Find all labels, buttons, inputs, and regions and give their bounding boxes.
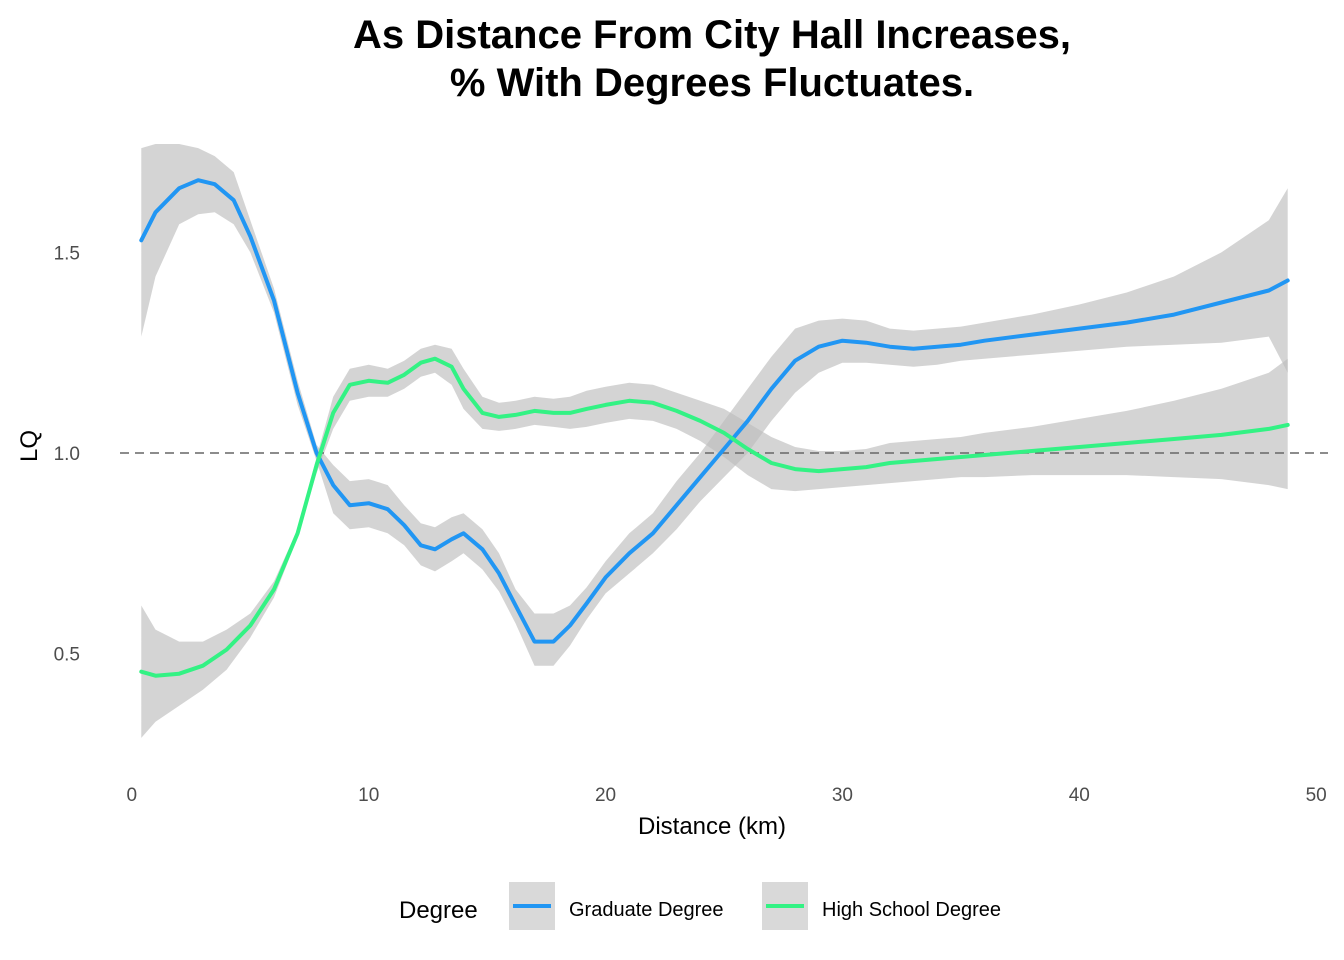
- series-line-high-school-degree: [139, 356, 1290, 678]
- x-tick-label: 40: [1069, 785, 1090, 806]
- legend-label-graduate-degree: Graduate Degree: [569, 899, 724, 921]
- x-tick-label: 30: [832, 785, 853, 806]
- x-axis-title: Distance (km): [638, 813, 786, 840]
- x-axis-ticks: 0 10 20 30 40 50: [127, 785, 1327, 806]
- y-axis-title: LQ: [16, 430, 43, 462]
- y-tick-label: 1.0: [54, 444, 80, 465]
- y-axis-ticks: 0.5 1.0 1.5: [54, 243, 80, 665]
- chart-title-line-2: % With Degrees Fluctuates.: [450, 61, 974, 105]
- x-tick-label: 0: [127, 785, 138, 806]
- plot-area: [120, 144, 1328, 738]
- y-tick-label: 1.5: [54, 243, 80, 264]
- x-tick-label: 50: [1306, 785, 1327, 806]
- confidence-band-graduate-degree: [141, 144, 1288, 666]
- legend: Degree Graduate Degree High School Degre…: [399, 882, 1001, 930]
- x-tick-label: 20: [595, 785, 616, 806]
- y-tick-label: 0.5: [54, 645, 80, 666]
- chart-title-line-1: As Distance From City Hall Increases,: [353, 13, 1071, 57]
- legend-title: Degree: [399, 897, 478, 924]
- series-line-graduate-degree: [139, 178, 1290, 644]
- x-tick-label: 10: [358, 785, 379, 806]
- confidence-band-high-school-degree: [141, 344, 1288, 738]
- legend-label-high-school-degree: High School Degree: [822, 899, 1001, 921]
